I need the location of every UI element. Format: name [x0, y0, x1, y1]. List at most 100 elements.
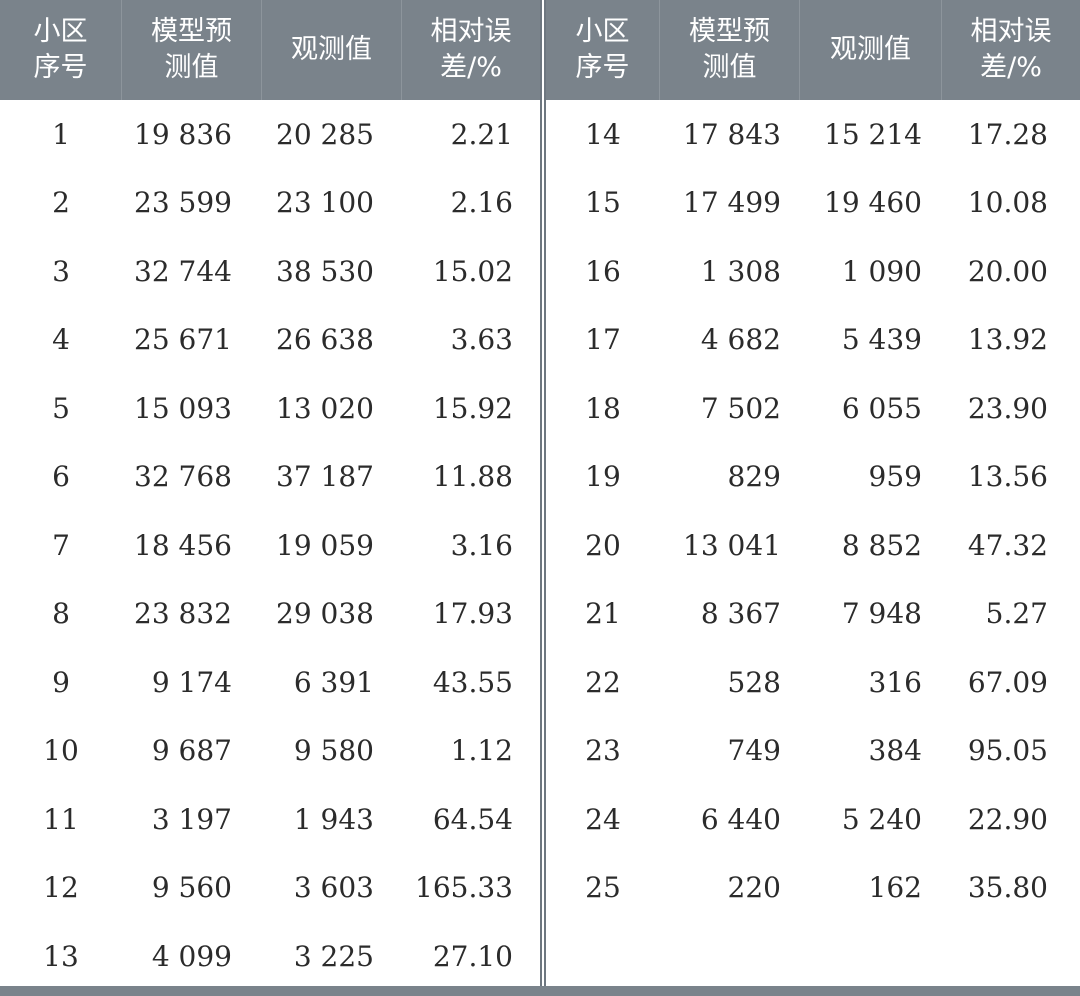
- table-row: 11 3 197 1 943 64.54: [0, 785, 540, 854]
- cell-relative-error: 5.27: [985, 597, 1048, 631]
- cell-relative-error: 3.16: [450, 528, 513, 562]
- cell-subdistrict-no: 10: [43, 734, 79, 768]
- cell-relative-error: 13.56: [967, 460, 1048, 494]
- cell-model-predicted: 1 308: [700, 254, 781, 288]
- cell-relative-error: 22.90: [967, 802, 1048, 836]
- cell-subdistrict-no: 22: [585, 665, 621, 699]
- cell-model-predicted: 9 560: [151, 871, 232, 905]
- cell-subdistrict-no: 20: [585, 528, 621, 562]
- cell-relative-error: 165.33: [415, 871, 513, 905]
- cell-model-predicted: 220: [727, 871, 781, 905]
- cell-relative-error: 47.32: [967, 528, 1048, 562]
- cell-observed: 7 948: [841, 597, 922, 631]
- header-model-predicted: 模型预 测值: [660, 0, 800, 100]
- cell-subdistrict-no: 21: [585, 597, 621, 631]
- cell-relative-error: 10.08: [967, 186, 1048, 220]
- cell-model-predicted: 829: [727, 460, 781, 494]
- cell-model-predicted: 17 843: [683, 117, 781, 151]
- cell-relative-error: 15.02: [432, 254, 513, 288]
- table-row: 8 23 832 29 038 17.93: [0, 580, 540, 649]
- cell-subdistrict-no: 8: [52, 597, 70, 631]
- table-header-left: 小区 序号 模型预 测值 观测值 相对误 差/%: [0, 0, 540, 100]
- cell-relative-error: 35.80: [967, 871, 1048, 905]
- cell-model-predicted: 4 099: [151, 939, 232, 973]
- table-row: 18 7 502 6 055 23.90: [546, 374, 1080, 443]
- cell-subdistrict-no: 4: [52, 323, 70, 357]
- cell-observed: 38 530: [276, 254, 374, 288]
- cell-observed: 3 603: [293, 871, 374, 905]
- cell-subdistrict-no: 11: [43, 802, 79, 836]
- table-row: 2 23 599 23 100 2.16: [0, 169, 540, 238]
- table-row: 19 829 959 13.56: [546, 443, 1080, 512]
- cell-observed: 19 460: [824, 186, 922, 220]
- cell-relative-error: 27.10: [432, 939, 513, 973]
- cell-observed: 23 100: [276, 186, 374, 220]
- cell-observed: 316: [868, 665, 922, 699]
- cell-model-predicted: 749: [727, 734, 781, 768]
- header-model-predicted: 模型预 测值: [122, 0, 262, 100]
- header-relative-error: 相对误 差/%: [430, 16, 512, 83]
- table-body-right: 14 17 843 15 214 17.28 15 17 499 19 460 10.08 16…: [546, 100, 1080, 922]
- cell-model-predicted: 9 174: [151, 665, 232, 699]
- table-row: 25 220 162 35.80: [546, 854, 1080, 923]
- cell-subdistrict-no: 25: [585, 871, 621, 905]
- cell-model-predicted: 15 093: [134, 391, 232, 425]
- cell-model-predicted: 6 440: [700, 802, 781, 836]
- cell-subdistrict-no: 6: [52, 460, 70, 494]
- header-subdistrict-no: 小区 序号: [0, 0, 122, 100]
- cell-relative-error: 3.63: [450, 323, 513, 357]
- header-subdistrict-no: 小区 序号: [546, 0, 660, 100]
- table-row: 3 32 744 38 530 15.02: [0, 237, 540, 306]
- bottom-rule: [0, 986, 1080, 996]
- cell-model-predicted: 17 499: [683, 186, 781, 220]
- cell-observed: 29 038: [276, 597, 374, 631]
- cell-subdistrict-no: 1: [52, 117, 70, 151]
- cell-subdistrict-no: 24: [585, 802, 621, 836]
- cell-relative-error: 17.93: [432, 597, 513, 631]
- cell-relative-error: 67.09: [967, 665, 1048, 699]
- cell-observed: 13 020: [276, 391, 374, 425]
- column-divider: [540, 0, 546, 986]
- table-row: 5 15 093 13 020 15.92: [0, 374, 540, 443]
- cell-observed: 959: [868, 460, 922, 494]
- cell-observed: 20 285: [276, 117, 374, 151]
- cell-observed: 6 055: [841, 391, 922, 425]
- cell-observed: 8 852: [841, 528, 922, 562]
- cell-relative-error: 17.28: [967, 117, 1048, 151]
- cell-relative-error: 15.92: [432, 391, 513, 425]
- cell-relative-error: 11.88: [432, 460, 513, 494]
- cell-model-predicted: 13 041: [683, 528, 781, 562]
- cell-model-predicted: 32 768: [134, 460, 232, 494]
- cell-subdistrict-no: 23: [585, 734, 621, 768]
- cell-subdistrict-no: 18: [585, 391, 621, 425]
- header-observed: 观测值: [800, 0, 942, 100]
- cell-relative-error: 2.16: [450, 186, 513, 220]
- header-observed: 观测值: [262, 0, 402, 100]
- cell-observed: 9 580: [293, 734, 374, 768]
- cell-observed: 37 187: [276, 460, 374, 494]
- cell-relative-error: 23.90: [967, 391, 1048, 425]
- table-row: 14 17 843 15 214 17.28: [546, 100, 1080, 169]
- cell-relative-error: 2.21: [450, 117, 513, 151]
- cell-relative-error: 95.05: [967, 734, 1048, 768]
- cell-model-predicted: 23 832: [134, 597, 232, 631]
- cell-observed: 5 240: [841, 802, 922, 836]
- cell-model-predicted: 7 502: [700, 391, 781, 425]
- cell-model-predicted: 23 599: [134, 186, 232, 220]
- table-row: 21 8 367 7 948 5.27: [546, 580, 1080, 649]
- cell-model-predicted: 18 456: [134, 528, 232, 562]
- table-row: 1 19 836 20 285 2.21: [0, 100, 540, 169]
- table-row: 12 9 560 3 603 165.33: [0, 854, 540, 923]
- cell-observed: 384: [868, 734, 922, 768]
- cell-subdistrict-no: 3: [52, 254, 70, 288]
- table-row: 10 9 687 9 580 1.12: [0, 717, 540, 786]
- table-row: 9 9 174 6 391 43.55: [0, 648, 540, 717]
- cell-subdistrict-no: 9: [52, 665, 70, 699]
- cell-subdistrict-no: 15: [585, 186, 621, 220]
- cell-relative-error: 43.55: [432, 665, 513, 699]
- cell-relative-error: 13.92: [967, 323, 1048, 357]
- cell-model-predicted: 3 197: [151, 802, 232, 836]
- table-row: 20 13 041 8 852 47.32: [546, 511, 1080, 580]
- table-row: 16 1 308 1 090 20.00: [546, 237, 1080, 306]
- table-body-left: 1 19 836 20 285 2.21 2 23 599 23 100 2.16 3 32 74…: [0, 100, 540, 991]
